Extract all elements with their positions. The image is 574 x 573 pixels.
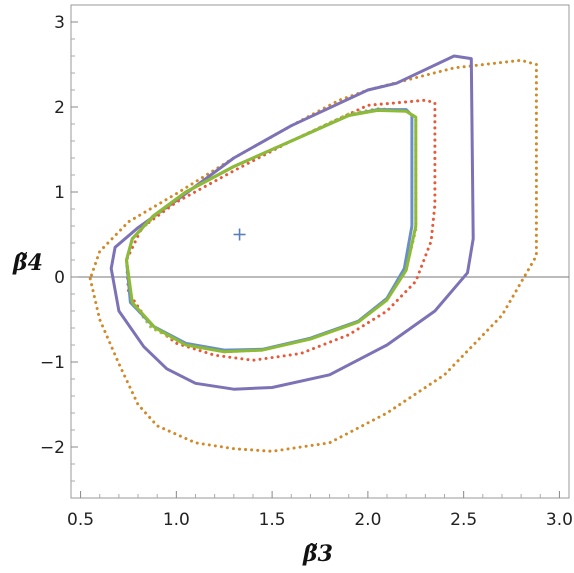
plot-frame xyxy=(70,4,570,499)
y-tick-label: 3 xyxy=(54,13,65,33)
center-marker xyxy=(233,228,246,241)
x-tick-label: 0.5 xyxy=(67,510,94,530)
x-tick-label: 2.0 xyxy=(354,510,381,530)
contour-series-6 xyxy=(125,108,418,354)
y-tick-label: 1 xyxy=(54,183,65,203)
x-tick-label: 2.5 xyxy=(450,510,477,530)
x-tick-label: 3.0 xyxy=(546,510,573,530)
contour-series-3 xyxy=(125,98,437,362)
x-axis-label: β̃3 xyxy=(302,541,333,567)
y-tick-label: −1 xyxy=(40,353,65,373)
x-axis-ticks: 0.5 1.0 1.5 2.0 2.5 3.0 xyxy=(67,491,573,530)
x-tick-label: 1.5 xyxy=(259,510,286,530)
y-tick-label: −2 xyxy=(40,438,65,458)
y-axis-ticks: −2 −1 0 1 2 3 xyxy=(40,13,78,482)
y-tick-label: 0 xyxy=(54,268,65,288)
contour-curves xyxy=(88,54,538,453)
y-axis-label: β̃4 xyxy=(12,250,43,276)
y-tick-label: 2 xyxy=(54,98,65,118)
x-tick-label: 1.0 xyxy=(163,510,190,530)
contour-series-2 xyxy=(109,54,475,391)
